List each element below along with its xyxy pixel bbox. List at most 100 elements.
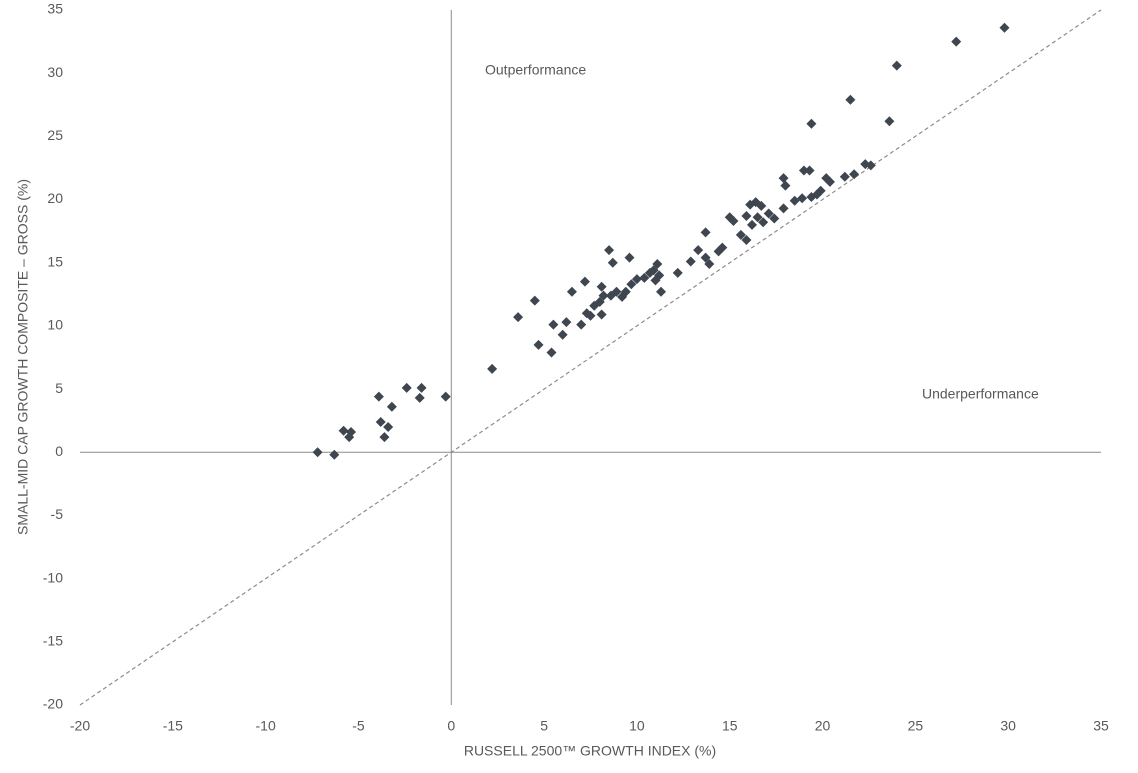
x-tick-label: 30 [1000,718,1016,734]
point [849,169,860,180]
y-tick-label: -20 [43,696,63,712]
x-tick-label: -10 [256,718,276,734]
x-tick-label: -5 [352,718,365,734]
point [579,276,590,287]
point [598,290,609,301]
point [656,286,667,297]
point [533,339,544,350]
point [763,208,774,219]
point [546,347,557,358]
x-tick-label: 25 [908,718,924,734]
x-tick-label: 5 [540,718,548,734]
point [379,432,390,443]
point [756,200,767,211]
point [338,425,349,436]
point [778,173,789,184]
x-tick-label: 35 [1093,718,1109,734]
point [596,309,607,320]
point [999,22,1010,33]
point [585,310,596,321]
x-tick-label: 15 [722,718,738,734]
point [806,118,817,129]
y-tick-label: 0 [55,443,63,459]
point [648,265,659,276]
y-tick-label: 15 [47,253,63,269]
parity-line [79,9,1102,706]
annotation: Underperformance [922,386,1039,402]
point [607,257,618,268]
point [576,319,587,330]
point [401,382,412,393]
point [735,229,746,240]
point [373,391,384,402]
point [375,416,386,427]
y-tick-label: 25 [47,127,63,143]
point [626,279,637,290]
point [845,94,856,105]
point [778,203,789,214]
point [741,210,752,221]
point [891,60,902,71]
point [383,422,394,432]
point [416,382,427,393]
y-tick-label: -5 [51,506,64,522]
y-tick-label: 5 [55,380,63,396]
point [566,286,577,297]
point [312,447,323,458]
point [865,160,876,171]
point [414,392,425,403]
y-tick-label: 30 [47,64,63,80]
point [798,165,809,176]
point [693,245,704,256]
point [639,272,650,283]
point [769,213,780,224]
y-tick-label: -10 [43,569,63,585]
point [346,427,357,438]
point [594,296,605,307]
point [561,317,572,328]
point [728,216,739,227]
y-axis-title: SMALL-MID CAP GROWTH COMPOSITE – GROSS (… [15,179,31,535]
point [386,401,397,412]
point [951,36,962,47]
x-tick-label: 20 [815,718,831,734]
point [815,185,826,196]
point [758,217,769,228]
point [329,449,340,460]
point [654,270,665,281]
point [797,193,808,204]
point [487,363,498,374]
x-tick-label: 0 [447,718,455,734]
point [700,227,711,238]
point [685,256,696,267]
point [839,171,850,182]
y-tick-label: 20 [47,190,63,206]
point [704,258,715,269]
y-tick-label: 35 [47,1,63,17]
point [440,391,451,402]
point [752,212,763,223]
point [513,312,524,323]
point [548,319,559,330]
point [804,165,815,176]
point [884,116,895,127]
x-tick-label: -15 [163,718,183,734]
point [596,281,607,292]
point [672,267,683,278]
point [624,252,635,263]
y-tick-label: -15 [43,633,63,649]
point [631,274,642,285]
point [529,295,540,306]
x-tick-label: -20 [70,718,90,734]
point [611,286,622,297]
point [717,242,728,253]
annotation: Outperformance [485,62,586,78]
point [620,286,631,297]
point [557,329,568,340]
x-axis-title: RUSSELL 2500™ GROWTH INDEX (%) [464,743,716,759]
x-tick-label: 10 [629,718,645,734]
point [604,245,615,256]
point [747,219,758,230]
point [780,180,791,191]
